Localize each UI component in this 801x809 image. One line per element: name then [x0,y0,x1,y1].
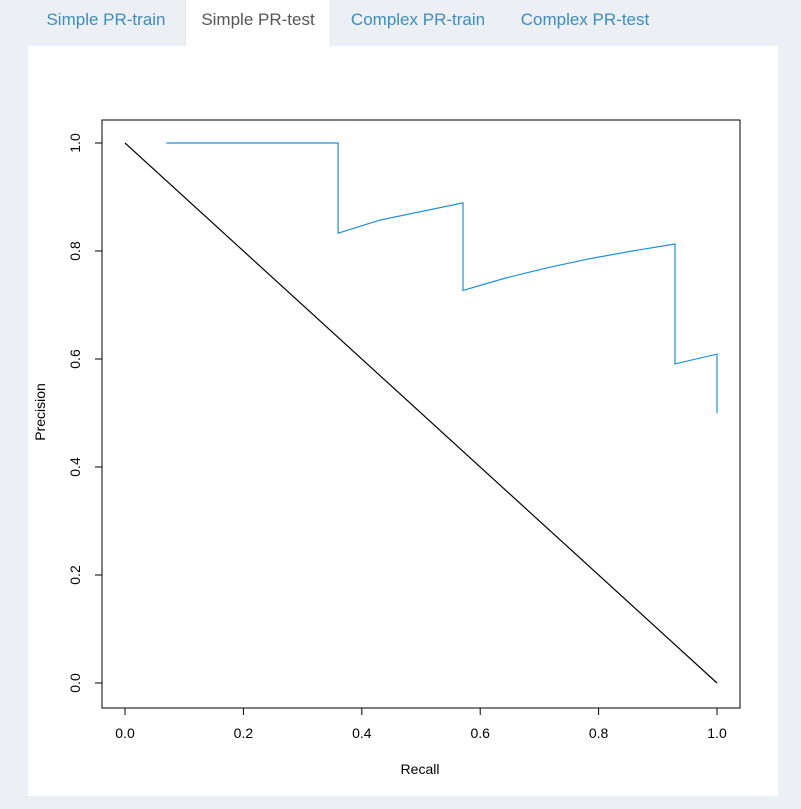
x-tick-label: 0.0 [115,725,135,741]
tab-simple-pr-test[interactable]: Simple PR-test [185,0,331,47]
tab-simple-pr-train[interactable]: Simple PR-train [46,10,166,29]
y-tick-label: 0.4 [67,457,83,477]
x-tick-label: 1.0 [707,725,727,741]
y-tick-label: 0.8 [67,241,83,261]
y-axis: 0.0 0.2 0.4 0.6 0.8 1.0 [67,133,103,693]
y-axis-label: Precision [32,383,48,441]
y-tick-label: 0.0 [67,673,83,693]
y-tick-label: 0.2 [67,565,83,585]
x-tick-label: 0.4 [352,725,372,741]
tab-complex-pr-train[interactable]: Complex PR-train [350,10,486,29]
series-layer [124,142,718,684]
plot-frame [101,119,741,709]
pr-chart: 0.0 0.2 0.4 0.6 0.8 1.0 0.0 0.2 0.4 0.6 0.8 1.0 Re… [32,119,741,777]
x-tick-label: 0.2 [234,725,254,741]
tab-complex-pr-test[interactable]: Complex PR-test [520,10,650,29]
x-tick-label: 0.6 [470,725,490,741]
x-axis: 0.0 0.2 0.4 0.6 0.8 1.0 [115,707,727,741]
pr-curve-line [166,142,718,413]
tab-bar: Simple PR-train Simple PR-test Complex P… [0,0,801,47]
y-tick-label: 1.0 [67,133,83,153]
tab-content-panel: 0.0 0.2 0.4 0.6 0.8 1.0 0.0 0.2 0.4 0.6 0.8 1.0 Re… [28,46,778,796]
y-tick-label: 0.6 [67,349,83,369]
x-tick-label: 0.8 [589,725,609,741]
x-axis-label: Recall [401,761,440,777]
reference-diagonal-line [124,142,718,684]
